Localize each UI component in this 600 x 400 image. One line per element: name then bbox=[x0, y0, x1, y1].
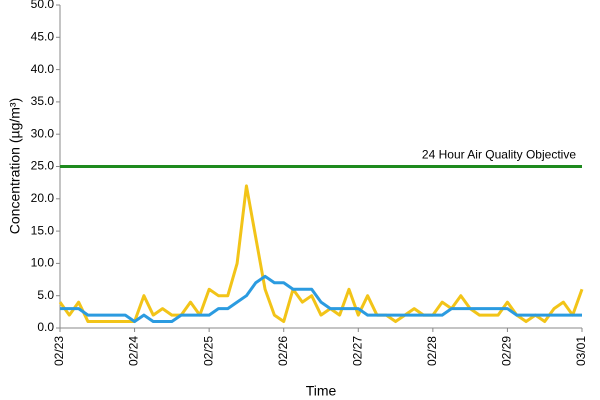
series-line bbox=[58, 184, 584, 324]
reference-label: 24 Hour Air Quality Objective bbox=[422, 148, 576, 162]
x-tick-label: 03/01 bbox=[574, 336, 588, 366]
x-tick-label: 02/24 bbox=[127, 336, 141, 366]
y-tick-label: 15.0 bbox=[31, 223, 55, 237]
series-line bbox=[60, 274, 582, 324]
y-tick-label: 30.0 bbox=[31, 126, 55, 140]
y-tick-label: 20.0 bbox=[31, 191, 55, 205]
y-tick-label: 35.0 bbox=[31, 94, 55, 108]
x-tick-label: 02/23 bbox=[52, 336, 66, 366]
y-tick-label: 50.0 bbox=[31, 0, 55, 11]
x-tick-label: 02/28 bbox=[425, 336, 439, 366]
x-tick-label: 02/29 bbox=[500, 336, 514, 366]
y-tick-label: 25.0 bbox=[31, 159, 55, 173]
y-axis-label: Concentration (µg/m³) bbox=[7, 98, 23, 234]
x-tick-label: 02/25 bbox=[201, 336, 215, 366]
y-tick-label: 10.0 bbox=[31, 256, 55, 270]
x-axis-label: Time bbox=[306, 383, 337, 399]
y-tick-label: 5.0 bbox=[37, 288, 54, 302]
x-tick-label: 02/27 bbox=[350, 336, 364, 366]
y-tick-label: 0.0 bbox=[37, 320, 54, 334]
x-tick-label: 02/26 bbox=[276, 336, 290, 366]
y-tick-label: 40.0 bbox=[31, 62, 55, 76]
y-tick-label: 45.0 bbox=[31, 29, 55, 43]
